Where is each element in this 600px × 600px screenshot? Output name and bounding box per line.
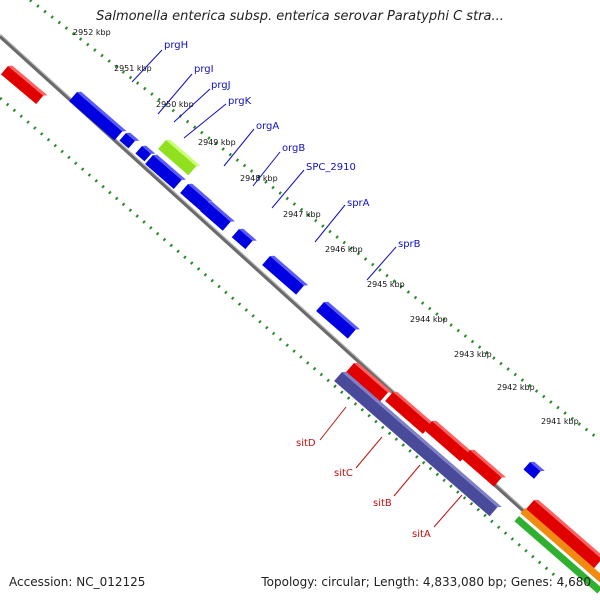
gene-label-prgJ[interactable]: prgJ bbox=[211, 80, 231, 91]
gene-small-right-feature[interactable] bbox=[523, 460, 545, 481]
gene-label-sprB[interactable]: sprB bbox=[398, 239, 421, 250]
scale-tick-label: 2942 kbp bbox=[497, 383, 535, 392]
scale-tick-label: 2943 kbp bbox=[454, 350, 492, 359]
gene-label-prgK[interactable]: prgK bbox=[228, 96, 252, 107]
scale-tick-label: 2946 kbp bbox=[325, 245, 363, 254]
gene-leader-line bbox=[366, 246, 397, 281]
gene-prgH-feature[interactable] bbox=[69, 90, 127, 143]
accession-text: Accession: NC_012125 bbox=[9, 575, 146, 589]
gene-label-sitA[interactable]: sitA bbox=[412, 529, 431, 540]
gene-leader-line bbox=[223, 128, 255, 167]
scale-tick-label: 2941 kbp bbox=[541, 417, 579, 426]
gene-sitA-feature[interactable] bbox=[462, 448, 506, 489]
scale-tick-label: 2950 kbp bbox=[156, 100, 194, 109]
gene-leader-line bbox=[173, 88, 211, 123]
gene-sitB-feature[interactable] bbox=[424, 419, 473, 464]
lower-dotted-track bbox=[0, 96, 561, 582]
gene-leader-line bbox=[314, 204, 346, 243]
gene-leader-line bbox=[157, 73, 193, 115]
gene-label-prgI[interactable]: prgI bbox=[194, 64, 214, 75]
gene-sprB-feature[interactable] bbox=[316, 300, 360, 341]
gene-prgJ-feature[interactable] bbox=[135, 144, 156, 164]
gene-SPC-2910-feature[interactable] bbox=[231, 227, 257, 251]
upper-dotted-track bbox=[29, 0, 600, 442]
scale-tick-label: 2952 kbp bbox=[73, 28, 111, 37]
reverse-gene-left[interactable] bbox=[0, 64, 48, 106]
gene-leader-line bbox=[393, 464, 421, 497]
gene-leader-line bbox=[433, 494, 463, 528]
gene-sprA-feature[interactable] bbox=[262, 254, 309, 297]
gene-label-orgB[interactable]: orgB bbox=[282, 143, 305, 154]
gene-orgA-feature[interactable] bbox=[180, 182, 213, 213]
gene-leader-line bbox=[252, 151, 281, 187]
gene-prgK-feature[interactable] bbox=[145, 153, 186, 191]
gene-label-orgA[interactable]: orgA bbox=[256, 121, 279, 132]
gene-sitD-feature[interactable] bbox=[346, 361, 393, 404]
sit-operon-block[interactable] bbox=[334, 370, 502, 518]
scale-tick-label: 2944 kbp bbox=[410, 315, 448, 324]
gene-sitC-feature[interactable] bbox=[385, 390, 435, 436]
orange-track-feature[interactable] bbox=[520, 508, 600, 586]
gene-label-sitB[interactable]: sitB bbox=[373, 498, 392, 509]
scale-tick-label: 2947 kbp bbox=[283, 210, 321, 219]
gene-leader-line bbox=[319, 406, 347, 441]
reverse-gene-bottom-right[interactable] bbox=[526, 498, 600, 570]
scale-tick-label: 2951 kbp bbox=[114, 64, 152, 73]
genome-title: Salmonella enterica subsp. enterica sero… bbox=[96, 9, 504, 24]
green-track-feature[interactable] bbox=[514, 516, 600, 594]
gene-label-sitD[interactable]: sitD bbox=[296, 438, 316, 449]
gene-highlight-feature[interactable] bbox=[158, 138, 201, 178]
gene-prgI-feature[interactable] bbox=[119, 131, 140, 151]
gene-orgB-feature[interactable] bbox=[200, 200, 235, 233]
scale-tick-label: 2949 kbp bbox=[198, 138, 236, 147]
gene-leader-line bbox=[183, 103, 227, 139]
gene-leader-line bbox=[271, 169, 305, 209]
gene-leader-line bbox=[355, 436, 383, 469]
scale-tick-label: 2945 kbp bbox=[367, 280, 405, 289]
gene-label-sprA[interactable]: sprA bbox=[347, 198, 370, 209]
gene-label-SPC-2910[interactable]: SPC_2910 bbox=[306, 162, 356, 173]
topology-text: Topology: circular; Length: 4,833,080 bp… bbox=[261, 575, 591, 589]
gene-label-sitC[interactable]: sitC bbox=[334, 468, 353, 479]
gene-label-prgH[interactable]: prgH bbox=[164, 40, 188, 51]
gene-leader-line bbox=[131, 49, 163, 83]
